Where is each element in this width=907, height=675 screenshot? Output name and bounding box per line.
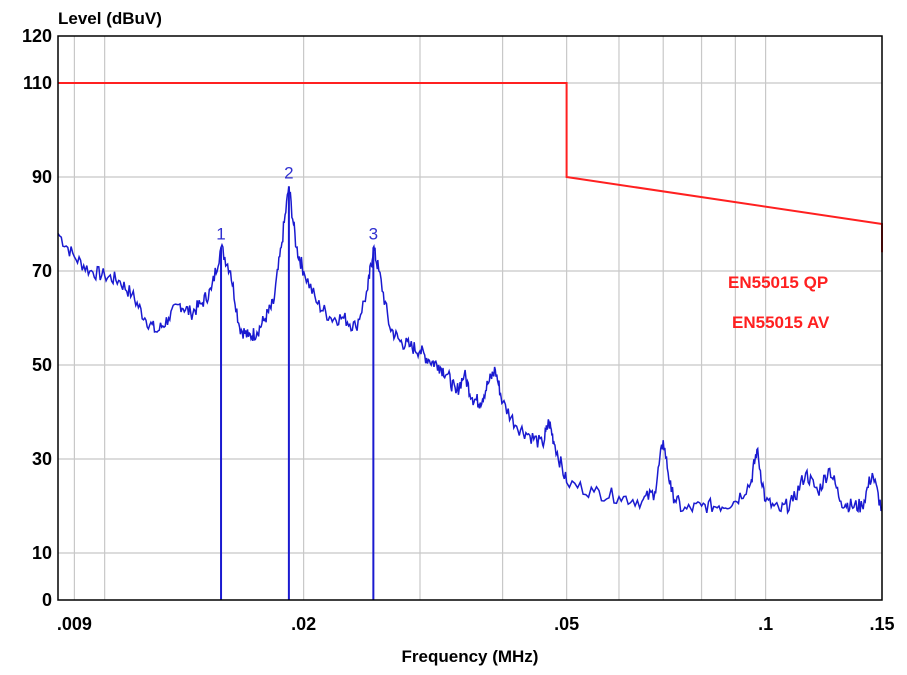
peak-markers: 1 2 3 [216, 163, 378, 600]
y-tick-label: 30 [32, 449, 52, 469]
y-tick-label: 110 [23, 73, 52, 93]
x-tick-label: .05 [554, 614, 579, 634]
marker-label: 1 [216, 225, 225, 244]
y-tick-label: 70 [32, 261, 52, 281]
x-axis-title: Frequency (MHz) [402, 647, 539, 666]
y-axis-title: Level (dBuV) [58, 9, 162, 28]
y-tick-labels: 0 10 30 50 70 90 110 120 [22, 26, 52, 610]
y-tick-label: 0 [42, 590, 52, 610]
x-tick-label: .02 [291, 614, 316, 634]
spectrum-line [57, 186, 883, 515]
plot-frame [57, 35, 883, 601]
y-tick-label: 50 [32, 355, 52, 375]
marker-label: 2 [284, 163, 293, 182]
x-tick-labels: .009 .02 .05 .1 .15 [57, 614, 895, 634]
x-tick-label: .1 [758, 614, 773, 634]
spectrum-trace [57, 186, 883, 515]
y-tick-label: 10 [32, 543, 52, 563]
x-tick-label: .15 [869, 614, 894, 634]
limit-label-av: EN55015 AV [732, 313, 830, 332]
y-tick-label: 120 [22, 26, 52, 46]
limit-label-qp: EN55015 QP [728, 273, 828, 292]
marker-label: 3 [369, 225, 378, 244]
y-tick-label: 90 [32, 167, 52, 187]
x-tick-label: .009 [57, 614, 92, 634]
